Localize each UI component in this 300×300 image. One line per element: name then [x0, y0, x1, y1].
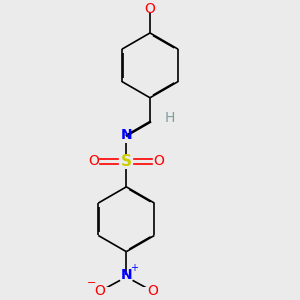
- Text: −: −: [87, 278, 96, 288]
- Text: S: S: [121, 154, 132, 169]
- Text: O: O: [145, 2, 155, 16]
- Text: O: O: [153, 154, 164, 168]
- Text: N: N: [121, 128, 132, 142]
- Text: H: H: [165, 111, 175, 125]
- Text: O: O: [147, 284, 158, 298]
- Text: O: O: [88, 154, 99, 168]
- Text: O: O: [95, 284, 106, 298]
- Text: N: N: [121, 268, 132, 282]
- Text: +: +: [130, 263, 138, 273]
